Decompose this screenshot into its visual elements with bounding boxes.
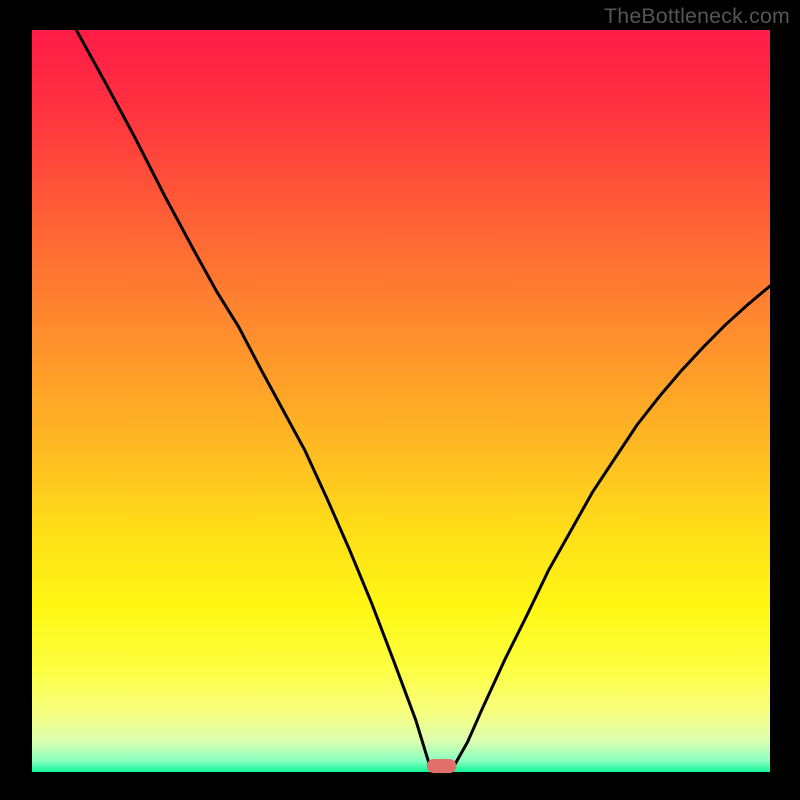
watermark-text: TheBottleneck.com: [604, 4, 790, 29]
heat-gradient-panel: [32, 30, 770, 772]
chart-root: TheBottleneck.com: [0, 0, 800, 800]
optimal-marker: [427, 759, 457, 773]
bottleneck-chart: [0, 0, 800, 800]
